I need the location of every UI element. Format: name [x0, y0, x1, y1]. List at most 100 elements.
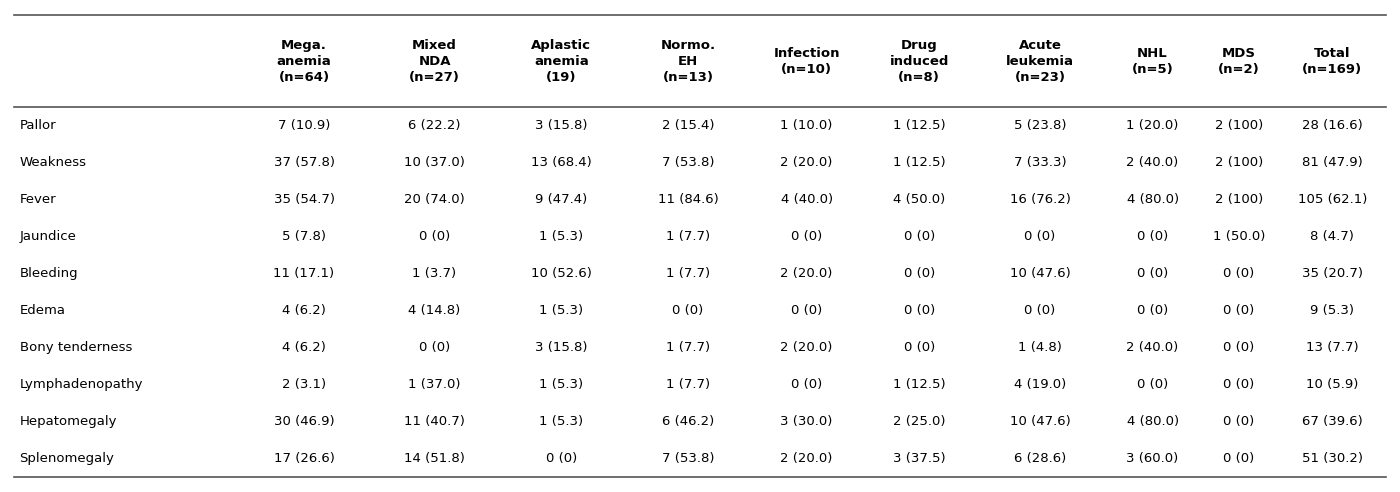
Text: 0 (0): 0 (0) — [546, 452, 577, 465]
Text: 2 (20.0): 2 (20.0) — [780, 452, 833, 465]
Text: 1 (5.3): 1 (5.3) — [539, 415, 584, 428]
Text: 67 (39.6): 67 (39.6) — [1302, 415, 1362, 428]
Text: Mega.
anemia
(n=64): Mega. anemia (n=64) — [277, 38, 332, 84]
Text: 28 (16.6): 28 (16.6) — [1302, 119, 1362, 132]
Text: 4 (6.2): 4 (6.2) — [283, 304, 326, 317]
Text: 7 (53.8): 7 (53.8) — [662, 452, 714, 465]
Text: 0 (0): 0 (0) — [1137, 267, 1168, 280]
Text: 1 (5.3): 1 (5.3) — [539, 378, 584, 391]
Text: 5 (23.8): 5 (23.8) — [1014, 119, 1067, 132]
Text: Edema: Edema — [20, 304, 66, 317]
Text: 2 (100): 2 (100) — [1215, 119, 1263, 132]
Text: 0 (0): 0 (0) — [903, 267, 935, 280]
Text: 4 (19.0): 4 (19.0) — [1014, 378, 1067, 391]
Text: 37 (57.8): 37 (57.8) — [273, 156, 335, 169]
Text: 9 (5.3): 9 (5.3) — [1310, 304, 1354, 317]
Text: Jaundice: Jaundice — [20, 230, 77, 243]
Text: Lymphadenopathy: Lymphadenopathy — [20, 378, 143, 391]
Text: Acute
leukemia
(n=23): Acute leukemia (n=23) — [1007, 38, 1074, 84]
Text: 0 (0): 0 (0) — [1224, 415, 1254, 428]
Text: 3 (37.5): 3 (37.5) — [893, 452, 945, 465]
Text: 14 (51.8): 14 (51.8) — [405, 452, 465, 465]
Text: 11 (17.1): 11 (17.1) — [273, 267, 335, 280]
Text: 1 (3.7): 1 (3.7) — [413, 267, 456, 280]
Text: 6 (28.6): 6 (28.6) — [1014, 452, 1067, 465]
Text: 6 (46.2): 6 (46.2) — [662, 415, 714, 428]
Text: 51 (30.2): 51 (30.2) — [1302, 452, 1362, 465]
Text: 35 (20.7): 35 (20.7) — [1302, 267, 1362, 280]
Text: Fever: Fever — [20, 193, 56, 206]
Text: 2 (20.0): 2 (20.0) — [780, 156, 833, 169]
Text: 35 (54.7): 35 (54.7) — [273, 193, 335, 206]
Text: 1 (5.3): 1 (5.3) — [539, 230, 584, 243]
Text: Aplastic
anemia
(19): Aplastic anemia (19) — [532, 38, 591, 84]
Text: Normo.
EH
(n=13): Normo. EH (n=13) — [661, 38, 715, 84]
Text: 5 (7.8): 5 (7.8) — [281, 230, 326, 243]
Text: 13 (68.4): 13 (68.4) — [531, 156, 592, 169]
Text: 0 (0): 0 (0) — [419, 230, 451, 243]
Text: 0 (0): 0 (0) — [1137, 378, 1168, 391]
Text: 3 (15.8): 3 (15.8) — [535, 119, 588, 132]
Text: Mixed
NDA
(n=27): Mixed NDA (n=27) — [409, 38, 461, 84]
Text: 0 (0): 0 (0) — [791, 378, 822, 391]
Text: 81 (47.9): 81 (47.9) — [1302, 156, 1362, 169]
Text: 11 (40.7): 11 (40.7) — [405, 415, 465, 428]
Text: 0 (0): 0 (0) — [1137, 304, 1168, 317]
Text: 0 (0): 0 (0) — [419, 341, 451, 354]
Text: 3 (60.0): 3 (60.0) — [1127, 452, 1179, 465]
Text: 10 (5.9): 10 (5.9) — [1306, 378, 1358, 391]
Text: 0 (0): 0 (0) — [903, 230, 935, 243]
Text: NHL
(n=5): NHL (n=5) — [1131, 47, 1173, 75]
Text: 10 (47.6): 10 (47.6) — [1009, 267, 1071, 280]
Text: 7 (53.8): 7 (53.8) — [662, 156, 714, 169]
Text: 2 (100): 2 (100) — [1215, 193, 1263, 206]
Text: 17 (26.6): 17 (26.6) — [273, 452, 335, 465]
Text: Bleeding: Bleeding — [20, 267, 78, 280]
Text: Weakness: Weakness — [20, 156, 87, 169]
Text: 1 (12.5): 1 (12.5) — [893, 378, 945, 391]
Text: 10 (52.6): 10 (52.6) — [531, 267, 592, 280]
Text: 8 (4.7): 8 (4.7) — [1310, 230, 1354, 243]
Text: Drug
induced
(n=8): Drug induced (n=8) — [889, 38, 949, 84]
Text: 4 (40.0): 4 (40.0) — [781, 193, 833, 206]
Text: 0 (0): 0 (0) — [1025, 230, 1056, 243]
Text: MDS
(n=2): MDS (n=2) — [1218, 47, 1260, 75]
Text: 11 (84.6): 11 (84.6) — [658, 193, 718, 206]
Text: 2 (100): 2 (100) — [1215, 156, 1263, 169]
Text: 0 (0): 0 (0) — [791, 304, 822, 317]
Text: Infection
(n=10): Infection (n=10) — [773, 47, 840, 75]
Text: 2 (40.0): 2 (40.0) — [1127, 341, 1179, 354]
Text: 0 (0): 0 (0) — [1137, 230, 1168, 243]
Text: 0 (0): 0 (0) — [672, 304, 704, 317]
Text: 0 (0): 0 (0) — [1025, 304, 1056, 317]
Text: 4 (14.8): 4 (14.8) — [409, 304, 461, 317]
Text: 3 (15.8): 3 (15.8) — [535, 341, 588, 354]
Text: 1 (12.5): 1 (12.5) — [893, 156, 945, 169]
Text: 4 (80.0): 4 (80.0) — [1127, 415, 1179, 428]
Text: 0 (0): 0 (0) — [1224, 452, 1254, 465]
Text: 13 (7.7): 13 (7.7) — [1306, 341, 1358, 354]
Text: 4 (50.0): 4 (50.0) — [893, 193, 945, 206]
Text: 7 (33.3): 7 (33.3) — [1014, 156, 1067, 169]
Text: 0 (0): 0 (0) — [1224, 378, 1254, 391]
Text: 2 (3.1): 2 (3.1) — [281, 378, 326, 391]
Text: 4 (80.0): 4 (80.0) — [1127, 193, 1179, 206]
Text: 1 (20.0): 1 (20.0) — [1127, 119, 1179, 132]
Text: 1 (37.0): 1 (37.0) — [409, 378, 461, 391]
Text: 1 (7.7): 1 (7.7) — [666, 230, 710, 243]
Text: 6 (22.2): 6 (22.2) — [409, 119, 461, 132]
Text: 0 (0): 0 (0) — [791, 230, 822, 243]
Text: 1 (12.5): 1 (12.5) — [893, 119, 945, 132]
Text: 10 (37.0): 10 (37.0) — [405, 156, 465, 169]
Text: 16 (76.2): 16 (76.2) — [1009, 193, 1071, 206]
Text: Total
(n=169): Total (n=169) — [1302, 47, 1362, 75]
Text: 105 (62.1): 105 (62.1) — [1298, 193, 1366, 206]
Text: 1 (5.3): 1 (5.3) — [539, 304, 584, 317]
Text: 1 (7.7): 1 (7.7) — [666, 378, 710, 391]
Text: 2 (15.4): 2 (15.4) — [662, 119, 714, 132]
Text: Hepatomegaly: Hepatomegaly — [20, 415, 118, 428]
Text: 2 (20.0): 2 (20.0) — [780, 267, 833, 280]
Text: 0 (0): 0 (0) — [903, 304, 935, 317]
Text: 1 (10.0): 1 (10.0) — [780, 119, 833, 132]
Text: 1 (7.7): 1 (7.7) — [666, 267, 710, 280]
